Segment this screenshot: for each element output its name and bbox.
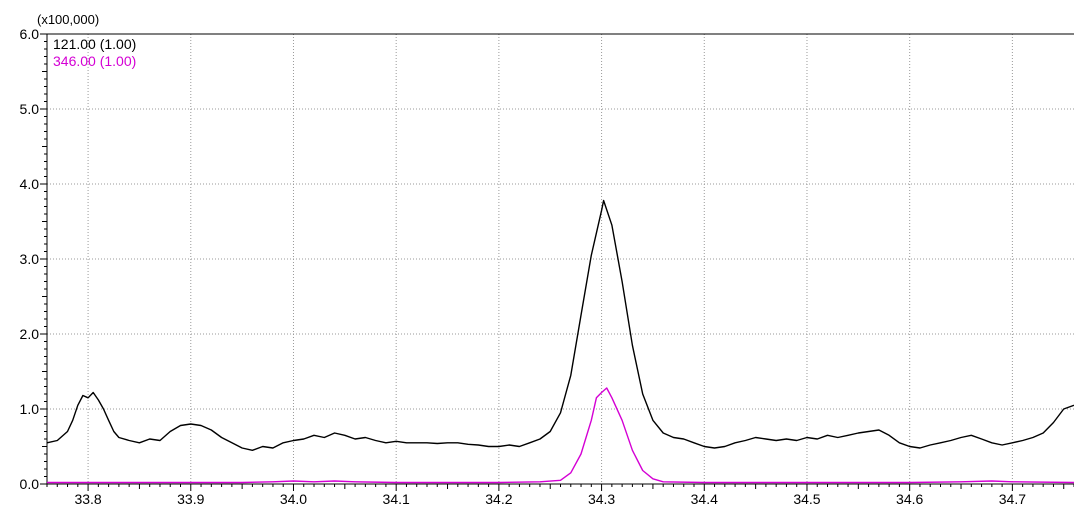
y-tick-label: 4.0 [20, 176, 40, 192]
legend-entry-1: 121.00 (1.00) [53, 36, 136, 52]
y-tick-label: 2.0 [20, 326, 40, 342]
series-line-1 [46, 199, 1074, 451]
x-tick-label: 34.5 [793, 491, 820, 507]
x-tick-label: 34.7 [999, 491, 1026, 507]
y-tick-label: 5.0 [20, 101, 40, 117]
x-tick-label: 34.6 [896, 491, 923, 507]
x-tick-label: 34.4 [691, 491, 718, 507]
x-tick-label: 34.1 [383, 491, 410, 507]
x-tick-label: 34.3 [588, 491, 615, 507]
x-tick-label: 33.9 [177, 491, 204, 507]
x-tick-label: 33.8 [74, 491, 101, 507]
series-line-2 [47, 387, 1074, 484]
y-multiplier-label: (x100,000) [37, 12, 99, 27]
legend-entry-2: 346.00 (1.00) [53, 53, 136, 69]
y-tick-label: 0.0 [20, 476, 40, 492]
y-tick-label: 3.0 [20, 251, 40, 267]
x-tick-label: 34.2 [485, 491, 512, 507]
grid [47, 33, 1074, 484]
x-tick-label: 34.0 [280, 491, 307, 507]
y-tick-label: 6.0 [20, 26, 40, 42]
legend: 121.00 (1.00)346.00 (1.00) [53, 36, 136, 69]
ticks: 33.8 33.9 34.0 34.1 34.2 34.3 34.4 34.5 34.6 34.7… [20, 26, 1074, 507]
series-layer [46, 199, 1074, 484]
y-tick-label: 1.0 [20, 401, 40, 417]
